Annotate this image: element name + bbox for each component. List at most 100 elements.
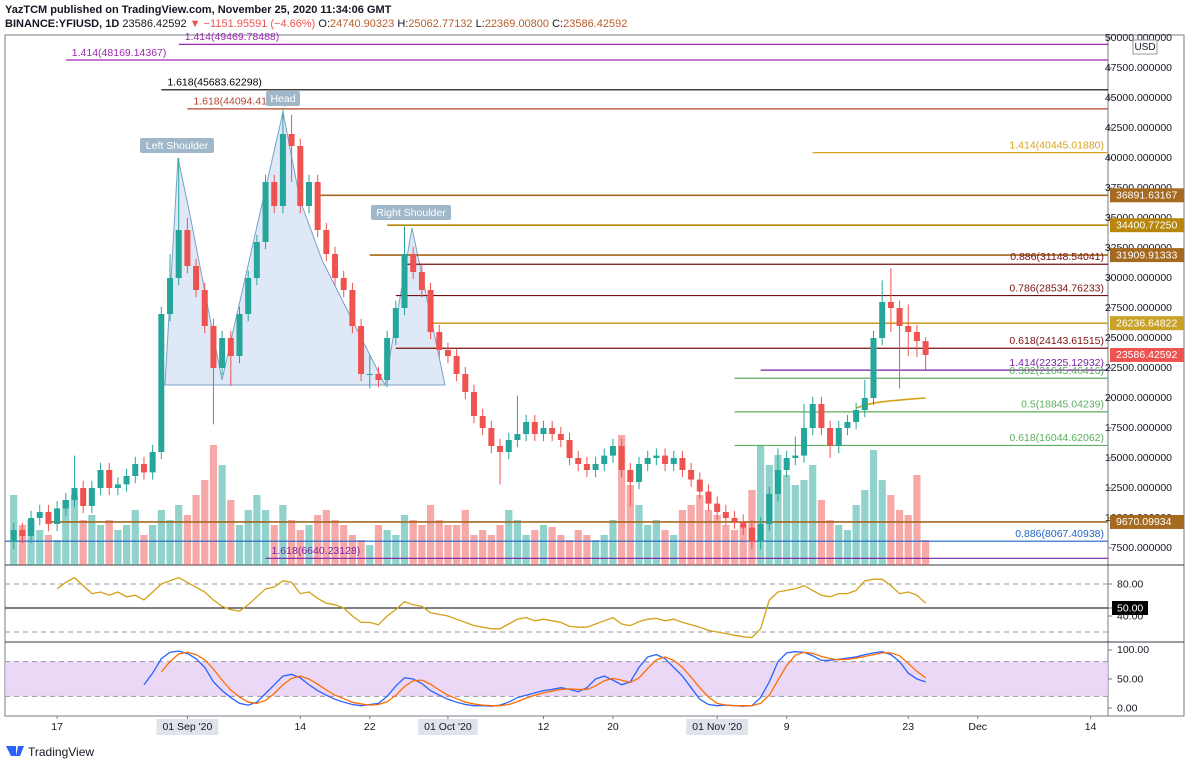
volume-bar <box>279 505 287 565</box>
candle-body <box>384 337 391 380</box>
logo-icon <box>6 746 24 756</box>
candle-body <box>714 503 721 512</box>
candle-body <box>583 463 590 470</box>
symbol: BINANCE:YFIUSD, 1D <box>5 18 119 30</box>
price-tag <box>1110 514 1184 529</box>
level-label: 0.618(16044.62062) <box>1009 432 1104 444</box>
volume-bar <box>722 525 730 565</box>
candle-body <box>757 523 764 542</box>
y-tick-label: 0.00 <box>1117 702 1138 714</box>
candle-body <box>227 337 234 356</box>
candle-body <box>332 253 339 278</box>
candle-body <box>853 409 860 422</box>
volume-bar <box>843 530 852 565</box>
volume-bar <box>322 510 330 565</box>
volume-bar <box>409 520 417 565</box>
volume-bar <box>895 510 904 565</box>
ohlc-value: 25062.77132 <box>408 18 472 30</box>
volume-bar <box>635 505 643 565</box>
volume-bar <box>817 500 825 565</box>
change: −1151.95591 (−4.66%) <box>204 18 316 30</box>
candle-body <box>245 277 252 314</box>
candle-body <box>827 427 834 446</box>
candle-body <box>705 491 712 504</box>
ohlc-value: 24740.90323 <box>330 18 394 30</box>
candle-body <box>201 289 208 326</box>
candle-body <box>80 487 87 506</box>
volume-bar <box>261 510 270 565</box>
y-tick-label: 27500.000000 <box>1105 302 1172 314</box>
volume-bar <box>618 435 626 565</box>
candle-body <box>557 433 564 440</box>
x-tick-box <box>156 719 219 735</box>
level-label: 0.886(8067.40938) <box>1015 528 1104 540</box>
candle-body <box>679 457 686 470</box>
currency-box <box>1132 39 1158 55</box>
volume-bar <box>548 527 556 565</box>
candle-body <box>54 508 61 524</box>
candle-body <box>88 487 95 506</box>
ohlc-key: O: <box>318 18 330 30</box>
volume-bar <box>531 530 539 565</box>
volume-bar <box>357 540 365 565</box>
volume-bar <box>600 535 608 565</box>
volume-bar <box>296 530 304 565</box>
candle-body <box>913 331 920 342</box>
volume-bar <box>730 530 739 565</box>
volume-bar <box>487 535 495 565</box>
x-tick-label: 12 <box>538 721 550 733</box>
volume-bar <box>783 475 791 565</box>
volume-bar <box>418 525 426 565</box>
candle-body <box>45 511 52 524</box>
volume-bar <box>756 445 765 565</box>
candle-body <box>366 373 373 375</box>
volume-bar <box>574 530 582 565</box>
x-tick-box <box>686 719 749 735</box>
ohlc-key: L: <box>476 18 485 30</box>
candle-body <box>905 325 912 332</box>
y-tick-label: 12500.000000 <box>1105 482 1172 494</box>
candle-body <box>297 145 304 206</box>
y-tick-label: 22500.000000 <box>1105 362 1172 374</box>
candle-body <box>488 427 495 446</box>
candle-body <box>62 499 69 509</box>
y-tick-label: 47500.000000 <box>1105 62 1172 74</box>
volume-bar <box>392 535 400 565</box>
candle-body <box>470 391 477 416</box>
level-label: 1.618(6640.23128) <box>272 545 361 557</box>
volume-bar <box>479 530 487 565</box>
volume-bar <box>70 495 79 565</box>
volume-bar <box>209 445 218 565</box>
candle-body <box>731 517 738 522</box>
candle-body <box>818 403 825 428</box>
candle-body <box>870 337 877 398</box>
volume-bar <box>62 500 70 565</box>
volume-bar <box>644 525 652 565</box>
y-tick-label: 17500.000000 <box>1105 422 1172 434</box>
volume-bar <box>826 520 834 565</box>
indicator-line <box>143 650 926 707</box>
volume-bar <box>470 535 478 565</box>
candle-body <box>444 349 451 356</box>
volume-bar <box>314 515 322 565</box>
volume-bar <box>444 525 452 565</box>
volume-bar <box>149 525 157 565</box>
candle-body <box>149 451 156 473</box>
volume-bar <box>505 510 513 565</box>
volume-bar <box>809 465 817 565</box>
candle-body <box>349 289 356 326</box>
candle-body <box>71 487 78 500</box>
x-tick-label: 9 <box>784 721 790 733</box>
candle-body <box>662 455 669 464</box>
volume-bar <box>661 530 669 565</box>
annotation: Right Shoulder <box>376 207 446 219</box>
candle-body <box>158 313 165 452</box>
candle-body <box>36 511 43 518</box>
candle-body <box>132 463 139 476</box>
x-tick-label: 23 <box>902 721 914 733</box>
y-tick-label: 42500.000000 <box>1105 122 1172 134</box>
y-tick-label: 40000.000000 <box>1105 152 1172 164</box>
volume-bar <box>105 520 113 565</box>
candle-body <box>236 313 243 356</box>
